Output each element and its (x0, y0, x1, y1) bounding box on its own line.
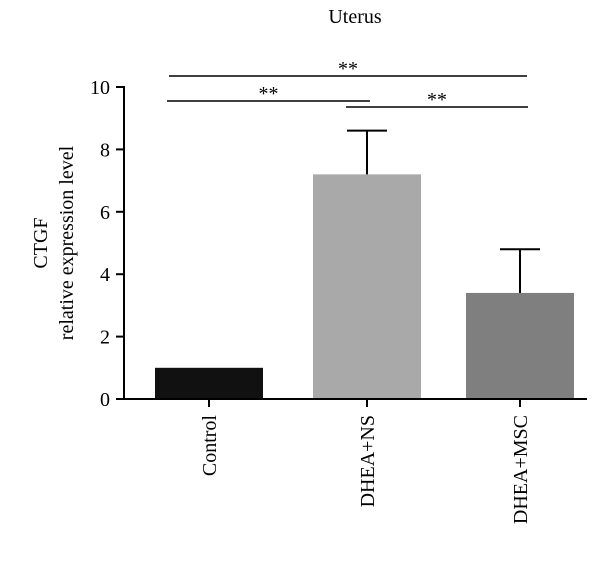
bar-control (155, 367, 263, 399)
plot-area: 0 2 4 6 8 10 Control DHEA+NS DHEA+MSC ** ** ** (90, 58, 587, 524)
x-tick-label-dhea-msc: DHEA+MSC (510, 415, 532, 524)
x-tick-label-control: Control (199, 415, 221, 477)
x-tick-label-dhea-ns: DHEA+NS (357, 415, 379, 507)
y-axis-label-line-1: CTGF (30, 217, 52, 268)
significance-label-0-1: ** (259, 83, 279, 105)
y-tick-label-4: 4 (100, 264, 110, 286)
bar-dhea-msc (466, 292, 574, 399)
y-tick-label-2: 2 (100, 327, 110, 349)
bar-dhea-ns (313, 174, 421, 399)
y-axis-label: CTGF relative expression level (30, 145, 78, 340)
significance-label-0-2: ** (338, 58, 358, 80)
y-tick-label-10: 10 (90, 77, 110, 99)
y-tick-label-0: 0 (100, 389, 110, 411)
y-axis-label-line-2: relative expression level (56, 145, 78, 340)
chart-title: Uterus (328, 6, 382, 28)
y-tick-label-6: 6 (100, 202, 110, 224)
significance-label-1-2: ** (427, 89, 447, 111)
y-tick-label-8: 8 (100, 139, 110, 161)
